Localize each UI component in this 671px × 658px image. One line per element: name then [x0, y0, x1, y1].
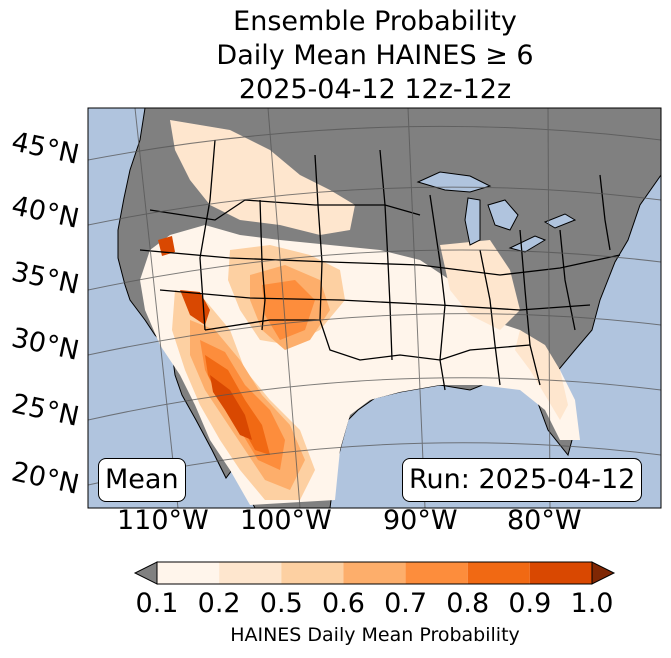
- lon-label-90: 90°W: [383, 505, 458, 536]
- colorbar-label: HAINES Daily Mean Probability: [230, 624, 520, 646]
- colorbar-tick: 0.1: [135, 588, 179, 619]
- lon-label-100: 100°W: [240, 505, 332, 536]
- colorbar-cell: [343, 562, 406, 584]
- colorbar-tick: 1.0: [570, 588, 614, 619]
- colorbar-tick: 0.5: [259, 588, 303, 619]
- title-line-2: Daily Mean HAINES ≥ 6: [216, 40, 534, 71]
- colorbar-cell: [405, 562, 468, 584]
- graticule: [88, 108, 661, 508]
- colorbar-cell: [467, 562, 530, 584]
- colorbar-cell: [157, 562, 220, 584]
- colorbar-tick: 0.6: [321, 588, 365, 619]
- stat-label-box: Mean: [98, 458, 186, 502]
- title-line-1: Ensemble Probability: [233, 6, 517, 37]
- colorbar-under-arrow: [133, 561, 158, 585]
- colorbar-cell: [219, 562, 282, 584]
- colorbar-frame: [156, 561, 593, 585]
- colorbar-tick: 0.2: [197, 588, 241, 619]
- title-line-3: 2025-04-12 12z-12z: [238, 74, 512, 105]
- colorbar-cell: [281, 562, 344, 584]
- run-date-box: Run: 2025-04-12: [402, 458, 643, 502]
- colorbar-cell: [529, 562, 592, 584]
- state-borders: [139, 139, 621, 391]
- colorbar-tick: 0.8: [446, 588, 490, 619]
- colorbar-tick: 0.9: [508, 588, 552, 619]
- colorbar-tick: 0.7: [384, 588, 428, 619]
- probability-map: [87, 107, 662, 509]
- colorbar-over-arrow: [591, 561, 616, 585]
- lon-label-80: 80°W: [507, 505, 582, 536]
- lon-label-110: 110°W: [117, 505, 209, 536]
